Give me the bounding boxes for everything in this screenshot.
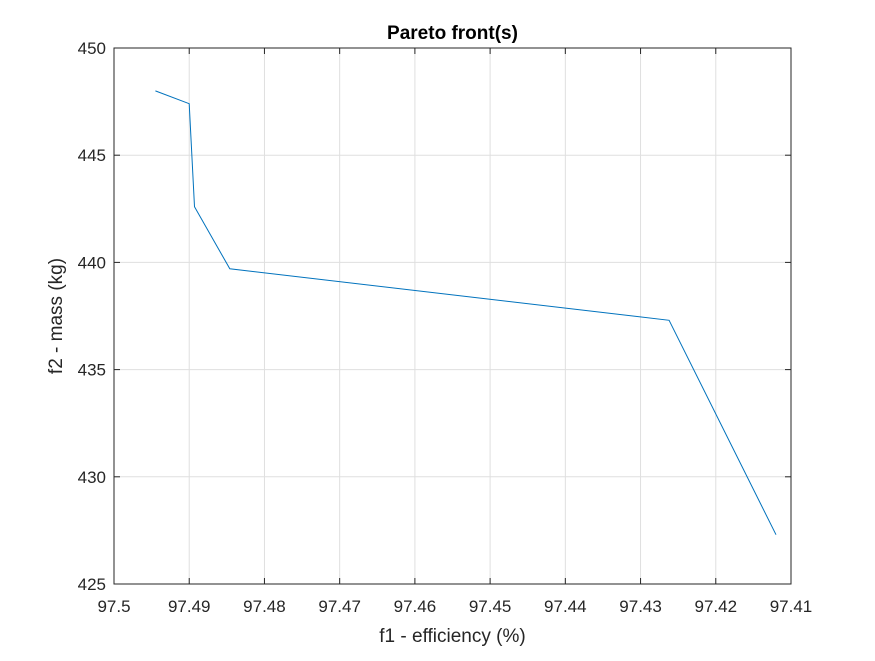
series-layer bbox=[155, 90, 777, 535]
y-tick-labels: 425 430 435 440 445 450 bbox=[78, 39, 106, 594]
chart-title: Pareto front(s) bbox=[387, 23, 518, 44]
y-tick-label: 445 bbox=[78, 146, 106, 165]
x-tick-label: 97.45 bbox=[469, 597, 512, 616]
x-tick-label: 97.47 bbox=[318, 597, 361, 616]
y-tick-label: 430 bbox=[78, 468, 106, 487]
x-tick-label: 97.43 bbox=[619, 597, 662, 616]
plot-area bbox=[113, 47, 792, 585]
y-tick-label: 440 bbox=[78, 253, 106, 272]
grid-lines bbox=[113, 47, 792, 585]
y-tick-label: 435 bbox=[78, 361, 106, 380]
y-tick-label: 425 bbox=[78, 575, 106, 594]
x-tick-label: 97.41 bbox=[770, 597, 813, 616]
x-tick-label: 97.42 bbox=[695, 597, 738, 616]
series-line bbox=[155, 90, 777, 535]
x-tick-label: 97.48 bbox=[243, 597, 286, 616]
x-tick-label: 97.44 bbox=[544, 597, 587, 616]
y-axis-label: f2 - mass (kg) bbox=[46, 258, 67, 374]
x-tick-label: 97.46 bbox=[394, 597, 437, 616]
x-axis-label: f1 - efficiency (%) bbox=[379, 626, 525, 647]
x-tick-label: 97.5 bbox=[97, 597, 130, 616]
x-tick-label: 97.49 bbox=[168, 597, 211, 616]
y-tick-label: 450 bbox=[78, 39, 106, 58]
tick-marks bbox=[113, 47, 792, 585]
x-tick-labels: 97.5 97.49 97.48 97.47 97.46 97.45 97.44 97.43 9… bbox=[97, 597, 812, 616]
